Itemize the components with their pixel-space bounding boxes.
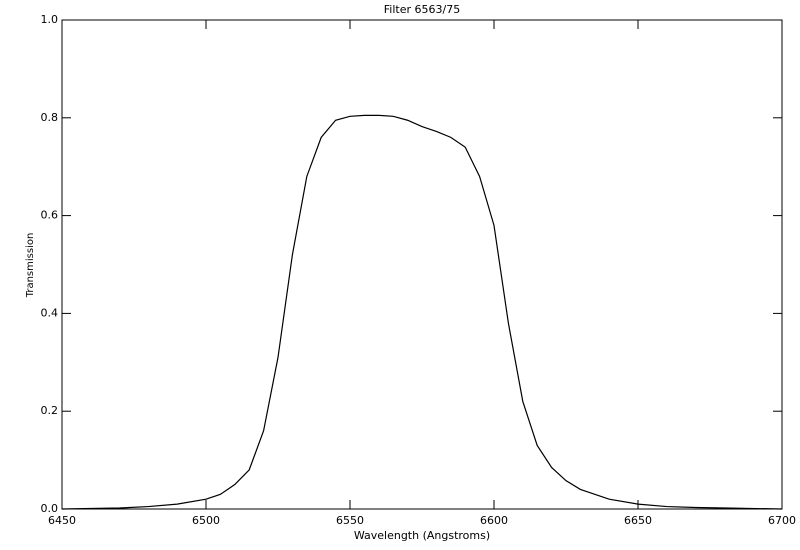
y-tick-label: 1.0	[41, 13, 59, 26]
y-tick-label: 0.8	[41, 111, 59, 124]
line-series	[61, 114, 783, 510]
y-axis-label: Transmission	[25, 233, 36, 299]
plot-frame	[61, 19, 783, 510]
y-tick-label: 0.4	[41, 306, 59, 319]
y-tick-label: 0.6	[41, 209, 59, 222]
y-tick-label: 0.0	[41, 502, 59, 515]
chart-title: Filter 6563/75	[384, 3, 460, 16]
x-tick-label: 6650	[624, 514, 652, 527]
x-tick-label: 6700	[768, 514, 796, 527]
x-tick-label: 6500	[192, 514, 220, 527]
x-tick-label: 6550	[336, 514, 364, 527]
x-tick-label: 6600	[480, 514, 508, 527]
x-tick-label: 6450	[48, 514, 76, 527]
x-axis-label: Wavelength (Angstroms)	[354, 529, 490, 542]
y-tick-label: 0.2	[41, 404, 59, 417]
